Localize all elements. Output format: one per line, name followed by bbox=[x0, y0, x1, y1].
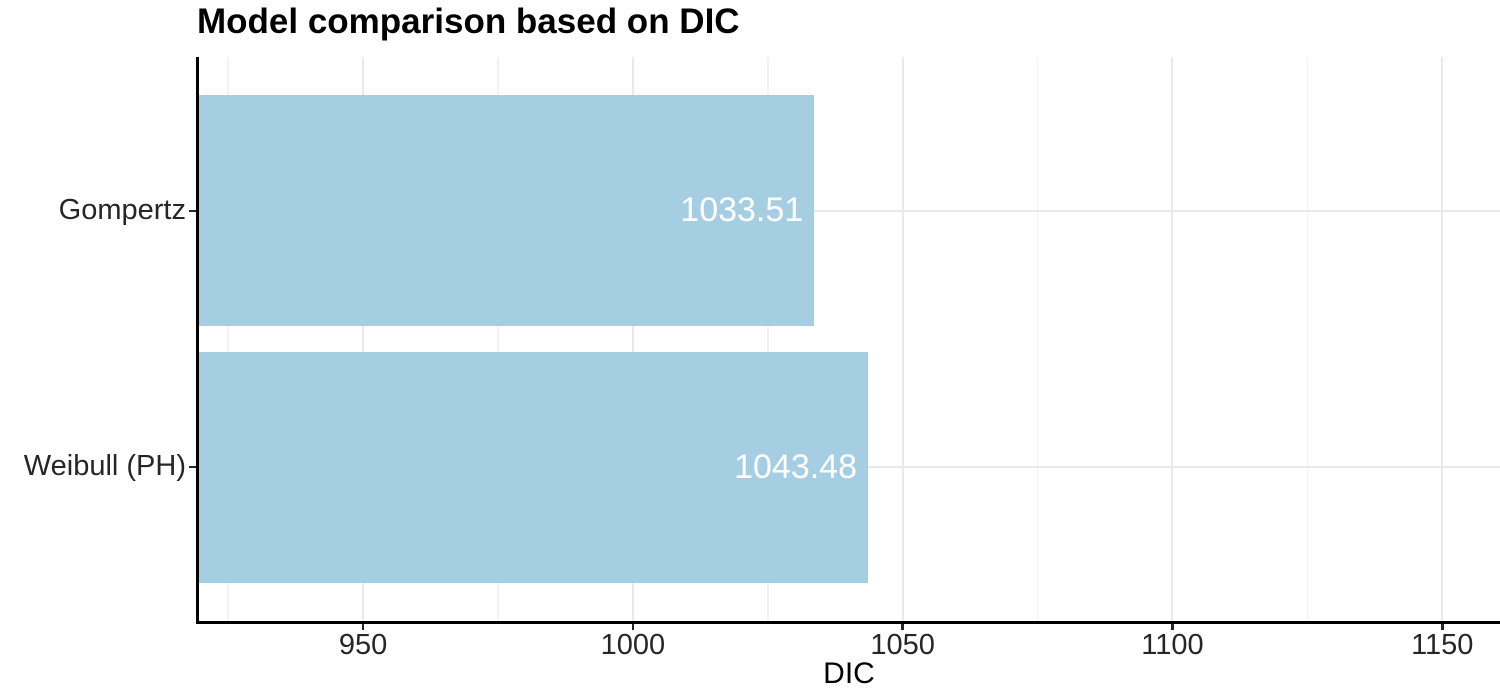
y-axis-label: Weibull (PH) bbox=[23, 450, 186, 483]
x-gridline-major bbox=[631, 57, 634, 621]
x-axis-tick bbox=[1171, 621, 1174, 630]
y-axis-label: Gompertz bbox=[58, 193, 186, 226]
x-gridline-minor bbox=[767, 57, 769, 621]
x-axis-tick bbox=[1441, 621, 1444, 630]
bar-value-label: 1043.48 bbox=[734, 447, 857, 486]
x-axis-line bbox=[196, 621, 1500, 624]
x-gridline-major bbox=[1441, 57, 1444, 621]
x-axis-tick bbox=[631, 621, 635, 630]
x-gridline-major bbox=[362, 57, 365, 621]
x-axis-title: DIC bbox=[823, 657, 875, 690]
x-tick-label: 1150 bbox=[1411, 629, 1474, 661]
x-gridline-major bbox=[901, 57, 904, 621]
x-gridline-major bbox=[1171, 57, 1174, 621]
x-tick-label: 1100 bbox=[1141, 629, 1204, 661]
x-gridline-minor bbox=[1306, 57, 1309, 621]
y-axis-tick bbox=[189, 465, 198, 469]
x-tick-label: 1050 bbox=[870, 629, 935, 661]
y-axis-line bbox=[196, 57, 199, 623]
y-gridline-major bbox=[198, 209, 1500, 212]
x-axis-tick bbox=[901, 621, 904, 630]
x-gridline-minor bbox=[227, 57, 229, 621]
x-gridline-minor bbox=[497, 57, 499, 621]
x-tick-label: 950 bbox=[338, 629, 388, 661]
x-gridline-minor bbox=[1036, 57, 1039, 621]
bar-weibull-ph: 1043.48 bbox=[198, 351, 868, 583]
x-tick-label: 1000 bbox=[600, 629, 666, 661]
y-axis-tick bbox=[189, 209, 198, 213]
x-axis-tick bbox=[361, 621, 365, 630]
chart-title: Model comparison based on DIC bbox=[197, 2, 740, 41]
bar-gompertz: 1033.51 bbox=[198, 95, 815, 327]
bar-value-label: 1033.51 bbox=[680, 191, 804, 230]
